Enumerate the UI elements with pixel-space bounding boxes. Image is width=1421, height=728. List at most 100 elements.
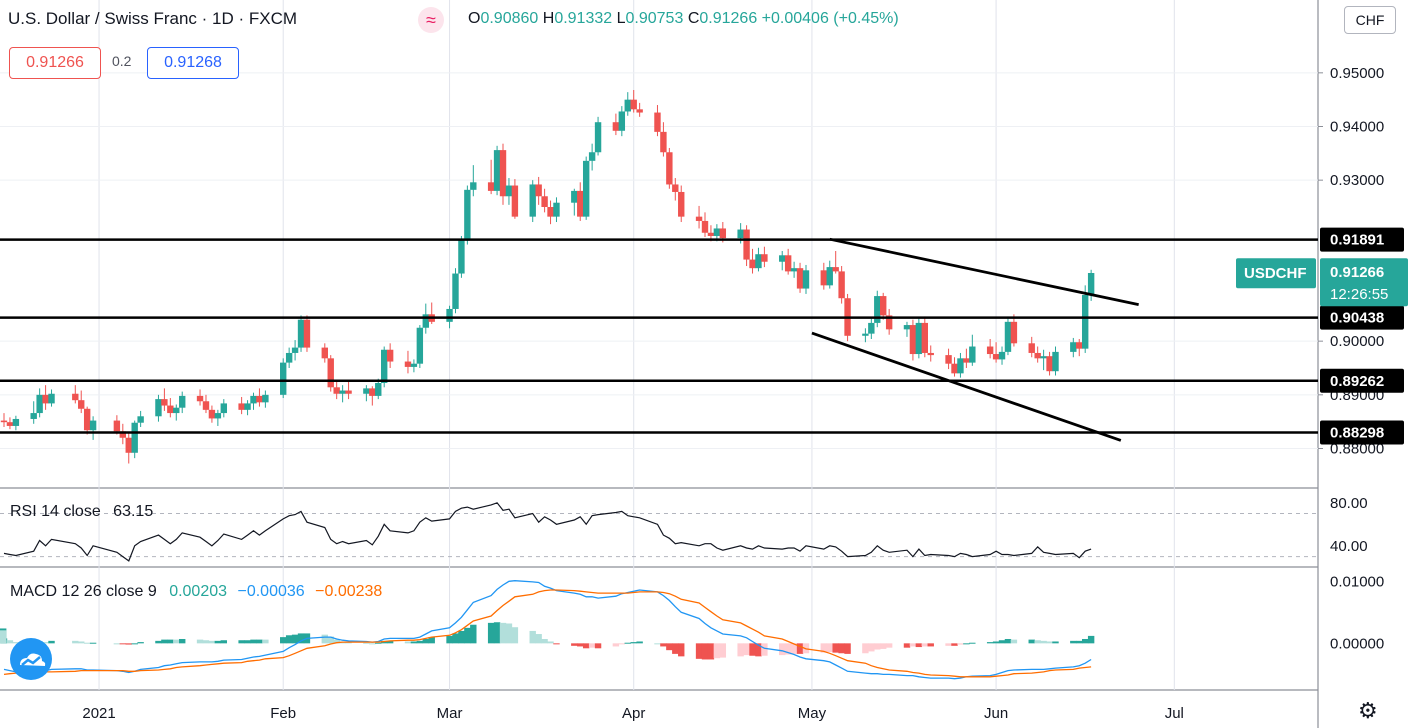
trend-line	[829, 237, 1139, 307]
macd-histogram-bar	[992, 641, 1000, 644]
macd-histogram-bar	[588, 643, 596, 648]
macd-histogram-bar	[553, 643, 560, 645]
candle-body	[493, 150, 501, 191]
macd-histogram-bar	[1081, 638, 1089, 644]
candle-body	[1070, 342, 1077, 352]
macd-histogram-bar	[844, 643, 851, 654]
candle-body	[903, 325, 911, 330]
price-axis[interactable]: 0.950000.940000.930000.900000.890000.880…	[1236, 65, 1408, 653]
currency-button[interactable]: CHF	[1344, 6, 1396, 34]
macd-histogram-bar	[422, 638, 429, 644]
candle-body	[48, 393, 55, 404]
time-tick-label: Jun	[984, 705, 1008, 722]
candle-body	[1040, 356, 1047, 359]
candle-body	[1076, 342, 1083, 349]
candle-body	[327, 358, 334, 388]
candle-body	[511, 185, 519, 217]
support-resistance-lines[interactable]	[0, 237, 1318, 442]
macd-histogram-bar	[291, 634, 299, 644]
buy-price-button[interactable]: 0.91268	[147, 47, 239, 79]
macd-histogram-bar	[125, 643, 132, 645]
macd-histogram-bar	[832, 643, 839, 653]
price-tick-label: 0.90000	[1330, 333, 1384, 350]
candle-body	[12, 418, 20, 426]
cloud-icon	[20, 653, 46, 666]
macd-histogram-bar	[535, 634, 542, 644]
macd-histogram-bar	[915, 643, 923, 648]
macd-histogram-bar	[678, 643, 685, 657]
level-label: 0.90438	[1330, 310, 1384, 327]
candle-body	[1010, 321, 1018, 344]
macd-histogram-bar	[618, 643, 626, 645]
candle-body	[375, 383, 382, 396]
macd-histogram-bar	[6, 640, 14, 644]
candle-body	[42, 394, 49, 404]
macd-histogram-bar	[1052, 641, 1059, 644]
macd-histogram-bar	[1040, 640, 1047, 644]
candle-body	[594, 122, 602, 153]
macd-histogram-bar	[1010, 639, 1018, 644]
candle-body	[695, 216, 703, 221]
time-axis[interactable]: 2021 Feb Mar Apr May Jun Jul	[82, 705, 1184, 722]
level-label-box	[1320, 368, 1404, 393]
macd-histogram-bar	[452, 633, 459, 644]
macd-hist-value: 0.00203	[169, 583, 228, 600]
macd-histogram-bar	[1046, 641, 1053, 644]
candle-body	[963, 358, 970, 363]
low-value: 0.90753	[625, 10, 684, 27]
macd-histogram-bar	[428, 637, 435, 644]
candle-body	[582, 160, 590, 217]
candle-body	[1081, 295, 1089, 349]
rsi-legend[interactable]: RSI 14 close 63.15	[10, 503, 153, 521]
macd-histogram-bar	[737, 643, 744, 657]
open-value: 0.90860	[480, 10, 539, 27]
candle-body	[137, 416, 144, 423]
candle-body	[915, 322, 923, 355]
candle-body	[119, 431, 127, 438]
macd-histogram-bar	[701, 643, 709, 660]
candle-body	[280, 362, 287, 395]
candle-body	[125, 437, 132, 453]
time-tick-label: Apr	[622, 705, 645, 722]
candle-body	[784, 255, 792, 272]
macd-histogram-bar	[903, 643, 911, 648]
candle-body	[992, 354, 1000, 360]
candles[interactable]	[0, 90, 1095, 464]
candle-body	[553, 202, 560, 217]
sell-price-button[interactable]: 0.91266	[9, 47, 101, 79]
high-label: H	[542, 10, 555, 27]
candle-body	[386, 349, 394, 362]
candle-body	[986, 346, 994, 355]
candle-body	[909, 325, 917, 355]
macd-histogram-bar	[119, 643, 127, 645]
time-tick-label: Mar	[437, 705, 463, 722]
time-tick-label: 2021	[82, 705, 115, 722]
macd-histogram-bar	[624, 642, 631, 644]
macd-histogram-bar	[541, 638, 548, 644]
macd-histogram-bar	[238, 640, 245, 644]
candle-body	[945, 355, 952, 364]
macd-legend[interactable]: MACD 12 26 close 9 0.00203 −0.00036 −0.0…	[10, 583, 382, 601]
candle-body	[505, 185, 513, 197]
macd-histogram-bar	[1034, 640, 1041, 644]
candle-body	[155, 399, 162, 417]
candle-body	[83, 408, 91, 431]
trend-line	[811, 331, 1122, 442]
approx-icon[interactable]: ≈	[418, 7, 444, 33]
symbol-title[interactable]: U.S. Dollar / Swiss Franc · 1D · FXCM	[8, 9, 298, 28]
candle-body	[838, 271, 845, 299]
macd-title: MACD 12 26 close 9	[10, 583, 157, 600]
price-tick-label: 0.88000	[1330, 440, 1384, 457]
candle-body	[571, 190, 578, 203]
macd-histogram-bar	[220, 640, 228, 644]
macd-histogram-bar	[719, 643, 727, 658]
macd-histogram-bar	[636, 641, 643, 644]
settings-gear-icon[interactable]: ⚙	[1358, 698, 1378, 723]
candle-body	[179, 395, 186, 408]
macd-histogram-bar	[410, 641, 418, 644]
macd-histogram-bar	[327, 636, 334, 644]
rsi-tick-label: 40.00	[1330, 538, 1368, 555]
macd-histogram-bar	[131, 643, 138, 645]
tradingview-logo[interactable]	[10, 638, 52, 680]
